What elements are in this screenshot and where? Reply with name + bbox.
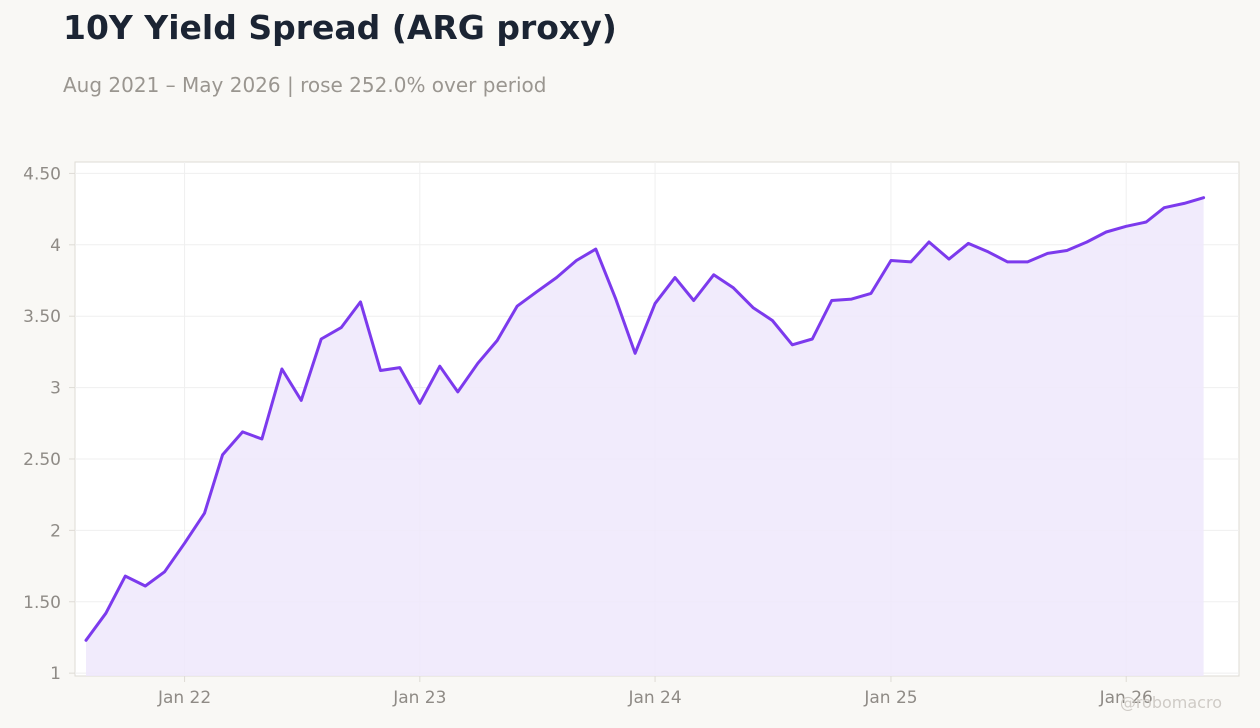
- data-point: [1006, 260, 1009, 264]
- data-point: [1105, 230, 1108, 234]
- y-tick-label: 4.50: [23, 164, 61, 184]
- data-point: [1026, 260, 1029, 264]
- series-line: [84, 196, 1206, 642]
- data-point: [869, 292, 873, 295]
- y-tick-label: 3: [50, 379, 61, 399]
- data-point: [712, 273, 715, 276]
- data-point: [456, 390, 460, 394]
- x-tick-label: Jan 23: [392, 688, 446, 708]
- data-point: [300, 399, 303, 402]
- x-tick-label: Jan 22: [157, 688, 211, 708]
- data-point: [515, 305, 519, 308]
- data-point: [476, 362, 480, 365]
- data-point: [163, 570, 166, 573]
- data-point: [967, 242, 970, 245]
- y-tick-label: 1.50: [23, 593, 61, 613]
- axis-ticks: 1 1.50 2 2.50 3 3.50 4 4.50 Jan 22 Jan 23 Jan 24 Ja…: [23, 164, 1153, 708]
- series-points: [84, 196, 1205, 642]
- data-point: [633, 352, 637, 355]
- y-tick-label: 4: [50, 236, 61, 256]
- data-point: [927, 240, 931, 244]
- data-point: [320, 337, 323, 341]
- data-point: [104, 611, 108, 615]
- data-point: [1144, 220, 1148, 224]
- data-point: [221, 453, 224, 456]
- data-point: [1125, 225, 1128, 228]
- data-point: [555, 276, 558, 279]
- x-tick-label: Jan 26: [1099, 688, 1153, 708]
- data-point: [731, 286, 735, 289]
- chart-subtitle: Aug 2021 – May 2026 | rose 252.0% over p…: [63, 73, 547, 97]
- data-point: [1183, 202, 1186, 205]
- data-point: [84, 639, 88, 642]
- data-point: [850, 297, 853, 301]
- data-point: [260, 437, 264, 441]
- data-point: [1163, 206, 1166, 209]
- data-point: [830, 299, 833, 302]
- data-point: [1202, 196, 1205, 199]
- data-point: [124, 574, 127, 578]
- data-point: [203, 512, 206, 515]
- y-tick-label: 1: [50, 664, 61, 684]
- y-tick-label: 3.50: [23, 307, 61, 327]
- data-point: [575, 259, 578, 262]
- data-point: [987, 250, 990, 254]
- data-point: [771, 319, 774, 322]
- data-point: [594, 247, 597, 251]
- data-point: [535, 290, 538, 294]
- data-point: [811, 337, 814, 341]
- y-tick-label: 2.50: [23, 450, 61, 470]
- data-point: [1085, 240, 1089, 244]
- data-point: [379, 369, 382, 372]
- x-tick-label: Jan 25: [863, 688, 917, 708]
- x-tick-label: Jan 24: [627, 688, 681, 708]
- data-point: [1065, 249, 1069, 252]
- data-point: [791, 343, 794, 346]
- data-point: [144, 584, 147, 588]
- y-tick-label: 2: [50, 521, 61, 541]
- data-point: [1046, 252, 1049, 255]
- data-point: [183, 542, 186, 545]
- data-point: [653, 302, 657, 305]
- watermark: @robomacro: [1119, 693, 1222, 712]
- data-point: [614, 297, 617, 301]
- chart-title: 10Y Yield Spread (ARG proxy): [63, 8, 617, 47]
- data-point: [280, 367, 284, 371]
- data-point: [692, 299, 695, 302]
- data-point: [495, 339, 499, 342]
- data-point: [947, 257, 951, 261]
- data-point: [339, 326, 343, 329]
- data-point: [398, 366, 402, 369]
- data-point: [438, 364, 441, 368]
- data-point: [889, 259, 893, 262]
- data-point: [241, 430, 244, 434]
- series-area: [86, 197, 1204, 676]
- data-point: [418, 402, 422, 405]
- data-point: [751, 306, 755, 309]
- data-point: [909, 260, 913, 264]
- data-point: [673, 276, 677, 279]
- data-point: [359, 300, 362, 304]
